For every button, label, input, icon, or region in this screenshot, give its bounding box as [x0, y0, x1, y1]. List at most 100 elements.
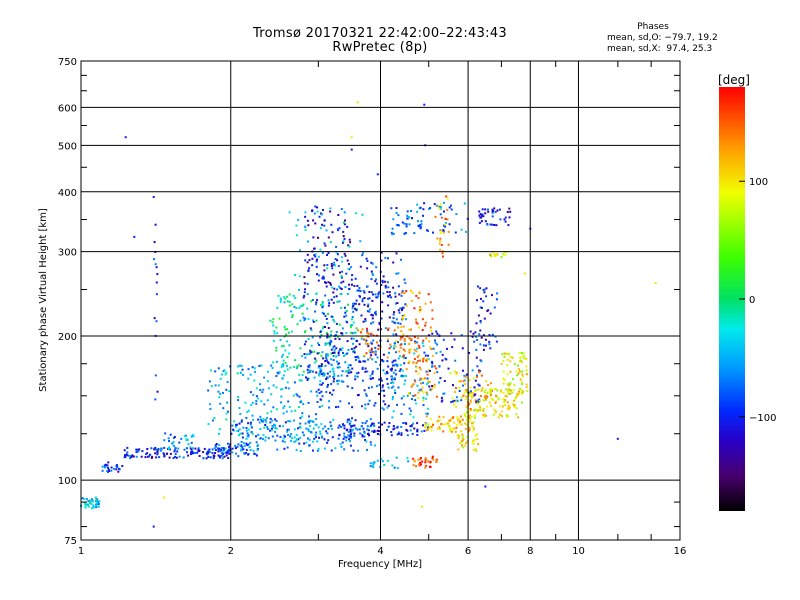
data-point	[399, 368, 402, 371]
data-point	[349, 436, 352, 439]
data-point	[343, 355, 345, 357]
data-point	[371, 465, 374, 467]
data-point	[374, 350, 377, 353]
data-point	[318, 405, 321, 408]
data-point	[453, 338, 456, 341]
data-point	[251, 414, 254, 417]
data-point	[474, 448, 477, 451]
data-point	[348, 245, 351, 248]
data-point	[309, 327, 312, 330]
data-point	[350, 435, 353, 438]
data-point	[225, 412, 228, 415]
data-point	[310, 431, 313, 434]
data-point	[354, 419, 357, 422]
data-point	[434, 341, 437, 344]
data-point	[212, 455, 215, 458]
data-point	[248, 428, 250, 431]
data-point	[352, 424, 355, 427]
data-point	[315, 431, 318, 434]
data-point	[150, 456, 153, 459]
data-point	[237, 396, 240, 399]
data-point	[441, 252, 444, 255]
data-point	[350, 136, 353, 139]
data-point	[420, 225, 423, 228]
data-point	[333, 296, 336, 299]
data-point	[490, 394, 492, 397]
data-point	[371, 314, 374, 317]
data-point	[391, 398, 394, 401]
data-point	[489, 347, 492, 350]
data-point	[488, 389, 491, 392]
data-point	[382, 353, 385, 356]
data-point	[327, 439, 330, 442]
data-point	[226, 451, 229, 454]
data-point	[269, 421, 272, 424]
data-point	[298, 395, 301, 398]
data-point	[345, 309, 348, 312]
data-point	[405, 304, 408, 307]
data-point	[281, 388, 284, 391]
data-point	[462, 369, 464, 372]
data-point	[459, 419, 462, 422]
data-point	[322, 372, 325, 375]
data-point	[371, 299, 374, 302]
data-point	[270, 427, 273, 430]
data-point	[174, 453, 177, 455]
data-point	[520, 392, 523, 395]
data-point	[92, 504, 95, 507]
data-point	[284, 361, 287, 364]
data-point	[276, 448, 279, 451]
data-point	[396, 425, 399, 428]
data-point	[496, 389, 499, 392]
data-point	[397, 433, 400, 435]
data-point	[373, 444, 376, 447]
data-point	[424, 377, 426, 380]
data-point	[354, 331, 357, 334]
data-point	[417, 344, 420, 347]
data-point	[414, 340, 417, 343]
data-point	[291, 303, 294, 306]
data-point	[514, 397, 517, 400]
data-point	[262, 420, 265, 423]
data-point	[314, 253, 317, 256]
data-point	[333, 287, 336, 290]
data-point	[468, 403, 471, 406]
data-point	[447, 243, 450, 246]
data-point	[386, 360, 389, 363]
data-point	[451, 400, 454, 403]
data-point	[399, 343, 402, 346]
data-point	[480, 216, 483, 219]
data-point	[294, 273, 297, 276]
data-point	[494, 402, 497, 404]
data-point	[364, 439, 367, 441]
data-point	[337, 437, 340, 440]
data-point	[189, 446, 192, 449]
data-point	[501, 353, 504, 355]
data-point	[340, 445, 343, 448]
data-point	[484, 338, 487, 341]
data-point	[390, 375, 393, 378]
data-point	[314, 205, 317, 208]
data-point	[473, 394, 476, 397]
data-point	[394, 342, 396, 345]
data-point	[281, 377, 284, 380]
data-point	[332, 273, 335, 276]
data-point	[348, 434, 351, 437]
data-point	[516, 392, 519, 395]
data-point	[318, 374, 321, 377]
data-point	[453, 427, 456, 430]
data-point	[479, 321, 482, 324]
data-point	[144, 456, 147, 459]
data-point	[374, 280, 377, 283]
data-point	[502, 382, 505, 385]
data-point	[319, 227, 322, 230]
data-point	[304, 422, 307, 425]
data-point	[517, 372, 520, 375]
data-point	[255, 441, 258, 444]
data-point	[222, 449, 225, 452]
data-point	[449, 419, 452, 422]
data-point	[332, 355, 335, 357]
data-point	[463, 202, 466, 205]
data-point	[262, 388, 265, 391]
data-point	[353, 432, 356, 435]
